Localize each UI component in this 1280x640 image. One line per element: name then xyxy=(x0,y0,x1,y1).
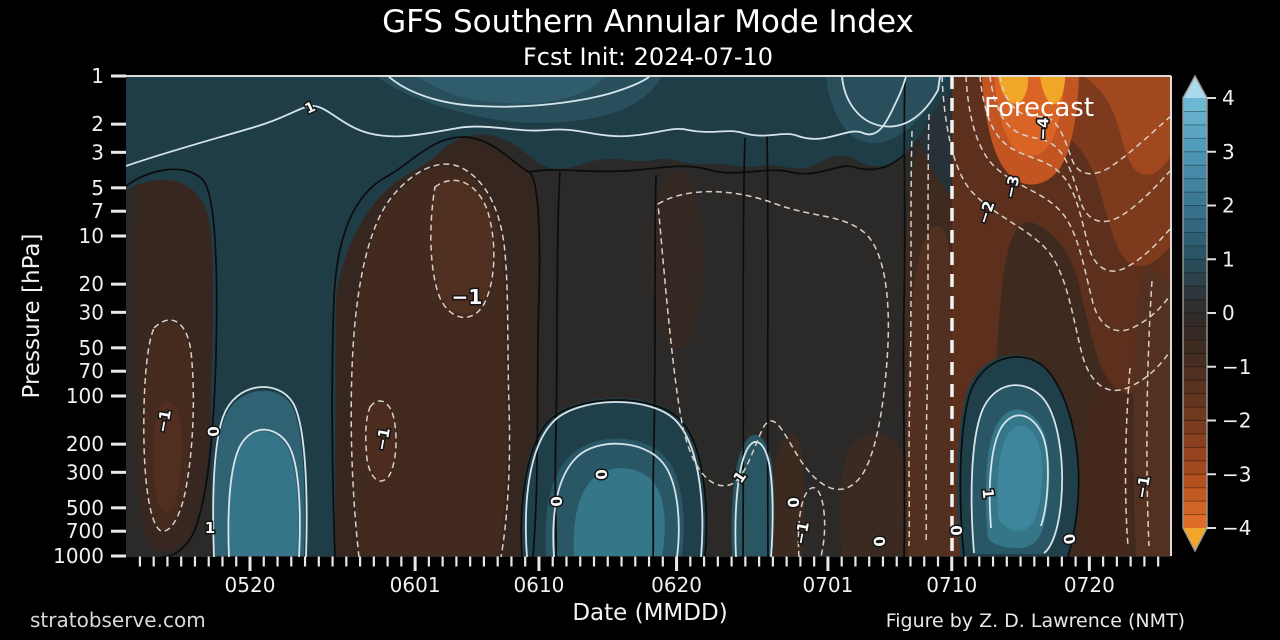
gold-extreme-spot xyxy=(1040,76,1065,105)
y-tick-label: 300 xyxy=(66,460,104,484)
colorbar-segment xyxy=(1183,138,1207,153)
colorbar-segment xyxy=(1183,380,1207,395)
y-tick-label: 2 xyxy=(91,112,104,136)
y-tick-label: 10 xyxy=(79,224,104,248)
y-tick-label: 3 xyxy=(91,140,104,164)
colorbar-segment xyxy=(1183,393,1207,408)
colorbar-segment xyxy=(1183,474,1207,489)
colorbar-segment xyxy=(1183,299,1207,314)
colorbar-segment xyxy=(1183,460,1207,475)
colorbar-segment xyxy=(1183,487,1207,502)
y-tick-label: 7 xyxy=(91,199,104,223)
watermark-text: stratobserve.com xyxy=(30,608,206,632)
y-tick-label: 100 xyxy=(66,384,104,408)
x-tick-label: 0720 xyxy=(1064,573,1115,597)
y-tick-label: 200 xyxy=(66,432,104,456)
colorbar-segment xyxy=(1183,205,1207,220)
x-tick-label: 0610 xyxy=(514,573,565,597)
x-tick-label: 0710 xyxy=(926,573,977,597)
contour-label: 0 xyxy=(947,525,966,537)
colorbar-tick-label: −4 xyxy=(1222,516,1251,540)
y-tick-label: 30 xyxy=(79,300,104,324)
colorbar-segment xyxy=(1183,286,1207,300)
colorbar-segment xyxy=(1183,178,1207,193)
positive-contours xyxy=(126,76,1063,557)
credit-text: Figure by Z. D. Lawrence (NMT) xyxy=(885,610,1185,632)
chart-title: GFS Southern Annular Mode Index xyxy=(382,4,914,40)
colorbar-segment xyxy=(1183,366,1207,381)
colorbar-segment xyxy=(1183,111,1207,126)
contour-label: 0 xyxy=(784,497,803,509)
contour-label: 1 xyxy=(979,488,998,500)
colorbar-tick-label: 3 xyxy=(1222,140,1235,164)
colorbar-segment xyxy=(1183,192,1207,206)
colorbar-segment xyxy=(1183,420,1207,435)
colorbar-segment xyxy=(1183,259,1207,274)
contour-label: −4 xyxy=(1034,117,1053,141)
y-tick-label: 700 xyxy=(66,519,104,543)
colorbar-segment xyxy=(1183,272,1207,287)
colorbar-under-arrow xyxy=(1183,528,1207,551)
contour-label: −1 xyxy=(791,520,813,546)
y-tick-label: 50 xyxy=(79,336,104,360)
contour-label: 0 xyxy=(592,469,611,481)
colorbar-segment xyxy=(1183,151,1207,166)
colorbar-segment xyxy=(1183,501,1207,515)
colorbar-segment xyxy=(1183,326,1207,341)
x-tick-label: 0620 xyxy=(651,573,702,597)
negative-anomaly-regions xyxy=(134,138,911,557)
colorbar: 4 3 2 1 0 −1 −2 −3 −4 xyxy=(1182,74,1251,553)
contour-label: 0 xyxy=(870,536,889,548)
colorbar-segment xyxy=(1183,245,1207,260)
y-tick-label: 20 xyxy=(79,272,104,296)
colorbar-segment xyxy=(1183,232,1207,247)
x-axis-ticks: 0520 0601 0610 0620 0701 0710 0720 xyxy=(138,556,1160,597)
colorbar-tick-label: −1 xyxy=(1222,355,1251,379)
negative-contours xyxy=(143,76,1171,557)
colorbar-segment xyxy=(1183,433,1207,448)
zero-contours xyxy=(126,76,1080,557)
colorbar-over-arrow xyxy=(1183,76,1207,98)
colorbar-tick-label: 2 xyxy=(1222,194,1235,218)
forecast-annotation: Forecast xyxy=(984,93,1094,123)
y-tick-label: 5 xyxy=(91,176,104,200)
contour-label: −1 xyxy=(452,285,483,309)
contour-label: 1 xyxy=(205,519,215,537)
y-tick-label: 1000 xyxy=(53,544,104,568)
x-tick-label: 0701 xyxy=(802,573,853,597)
colorbar-segment xyxy=(1183,447,1207,462)
x-axis-label: Date (MMDD) xyxy=(572,600,728,626)
colorbar-segment xyxy=(1183,353,1207,368)
colorbar-segment xyxy=(1183,313,1207,327)
x-tick-label: 0601 xyxy=(390,573,441,597)
y-tick-label: 1 xyxy=(91,64,104,88)
gold-extreme-spot xyxy=(998,76,1028,104)
colorbar-segment xyxy=(1183,218,1207,233)
colorbar-tick-label: −3 xyxy=(1222,462,1251,486)
x-tick-label: 0520 xyxy=(225,573,276,597)
contour-label: 0 xyxy=(204,426,223,438)
colorbar-segment xyxy=(1183,407,1207,421)
colorbar-tick-label: −2 xyxy=(1222,409,1251,433)
chart-subtitle: Fcst Init: 2024-07-10 xyxy=(522,43,774,71)
colorbar-segment xyxy=(1183,165,1207,180)
colorbar-segment xyxy=(1183,98,1207,112)
colorbar-tick-label: 0 xyxy=(1222,301,1235,325)
colorbar-segment xyxy=(1183,514,1207,529)
y-tick-label: 70 xyxy=(79,359,104,383)
colorbar-segment xyxy=(1183,339,1207,354)
contour-label: 0 xyxy=(547,496,566,508)
colorbar-segment xyxy=(1183,124,1207,139)
colorbar-tick-label: 4 xyxy=(1222,86,1235,110)
contour-label: 0 xyxy=(1059,532,1079,545)
y-tick-label: 500 xyxy=(66,496,104,520)
colorbar-tick-label: 1 xyxy=(1222,247,1235,271)
